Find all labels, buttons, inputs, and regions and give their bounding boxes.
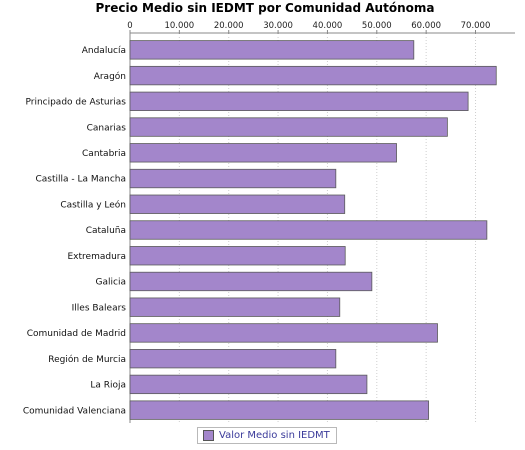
bar <box>129 194 346 214</box>
x-tick-label: 70.000 <box>461 21 491 31</box>
x-tick-label: 30.000 <box>263 21 293 31</box>
x-tick-label: 50.000 <box>362 21 392 31</box>
legend-swatch <box>203 430 214 441</box>
category-label: Canarias <box>87 123 127 133</box>
bar <box>129 168 337 189</box>
category-label: Extremadura <box>68 252 127 262</box>
category-labels: Andalucía Aragón Principado de Asturias Can… <box>23 46 126 416</box>
category-label: Castilla y León <box>60 199 126 210</box>
bar <box>129 323 438 343</box>
x-tick-label: 10.000 <box>164 21 194 31</box>
category-label: Comunidad Valenciana <box>23 406 126 416</box>
bar <box>129 117 448 137</box>
category-label: La Rioja <box>90 381 126 391</box>
bar <box>129 271 373 292</box>
chart-title: Precio Medio sin IEDMT por Comunidad Aut… <box>96 1 435 15</box>
category-label: Andalucía <box>82 46 126 56</box>
x-tick-label: 20.000 <box>214 21 244 31</box>
bars <box>129 40 497 420</box>
category-label: Castilla - La Mancha <box>35 175 126 185</box>
bar <box>129 65 497 86</box>
x-tick-label: 40.000 <box>313 21 343 31</box>
bar <box>129 143 397 163</box>
category-label: Cataluña <box>86 226 126 236</box>
bar <box>129 246 346 266</box>
bar <box>129 40 415 60</box>
category-label: Principado de Asturias <box>25 98 126 108</box>
x-tick-label: 0 <box>127 21 132 31</box>
x-tick-label: 60.000 <box>411 21 441 31</box>
bar <box>129 349 337 369</box>
category-label: Región de Murcia <box>48 354 126 365</box>
bar <box>129 220 488 240</box>
bar <box>129 297 341 317</box>
bar <box>129 374 368 395</box>
bar <box>129 91 469 111</box>
category-label: Cantabria <box>82 149 126 159</box>
category-label: Illes Balears <box>72 303 127 313</box>
category-label: Aragón <box>94 71 126 82</box>
category-label: Comunidad de Madrid <box>27 329 126 339</box>
legend-label: Valor Medio sin IEDMT <box>219 430 330 441</box>
bar <box>129 400 430 420</box>
category-label: Galicia <box>96 278 126 288</box>
legend: Valor Medio sin IEDMT <box>197 427 337 444</box>
